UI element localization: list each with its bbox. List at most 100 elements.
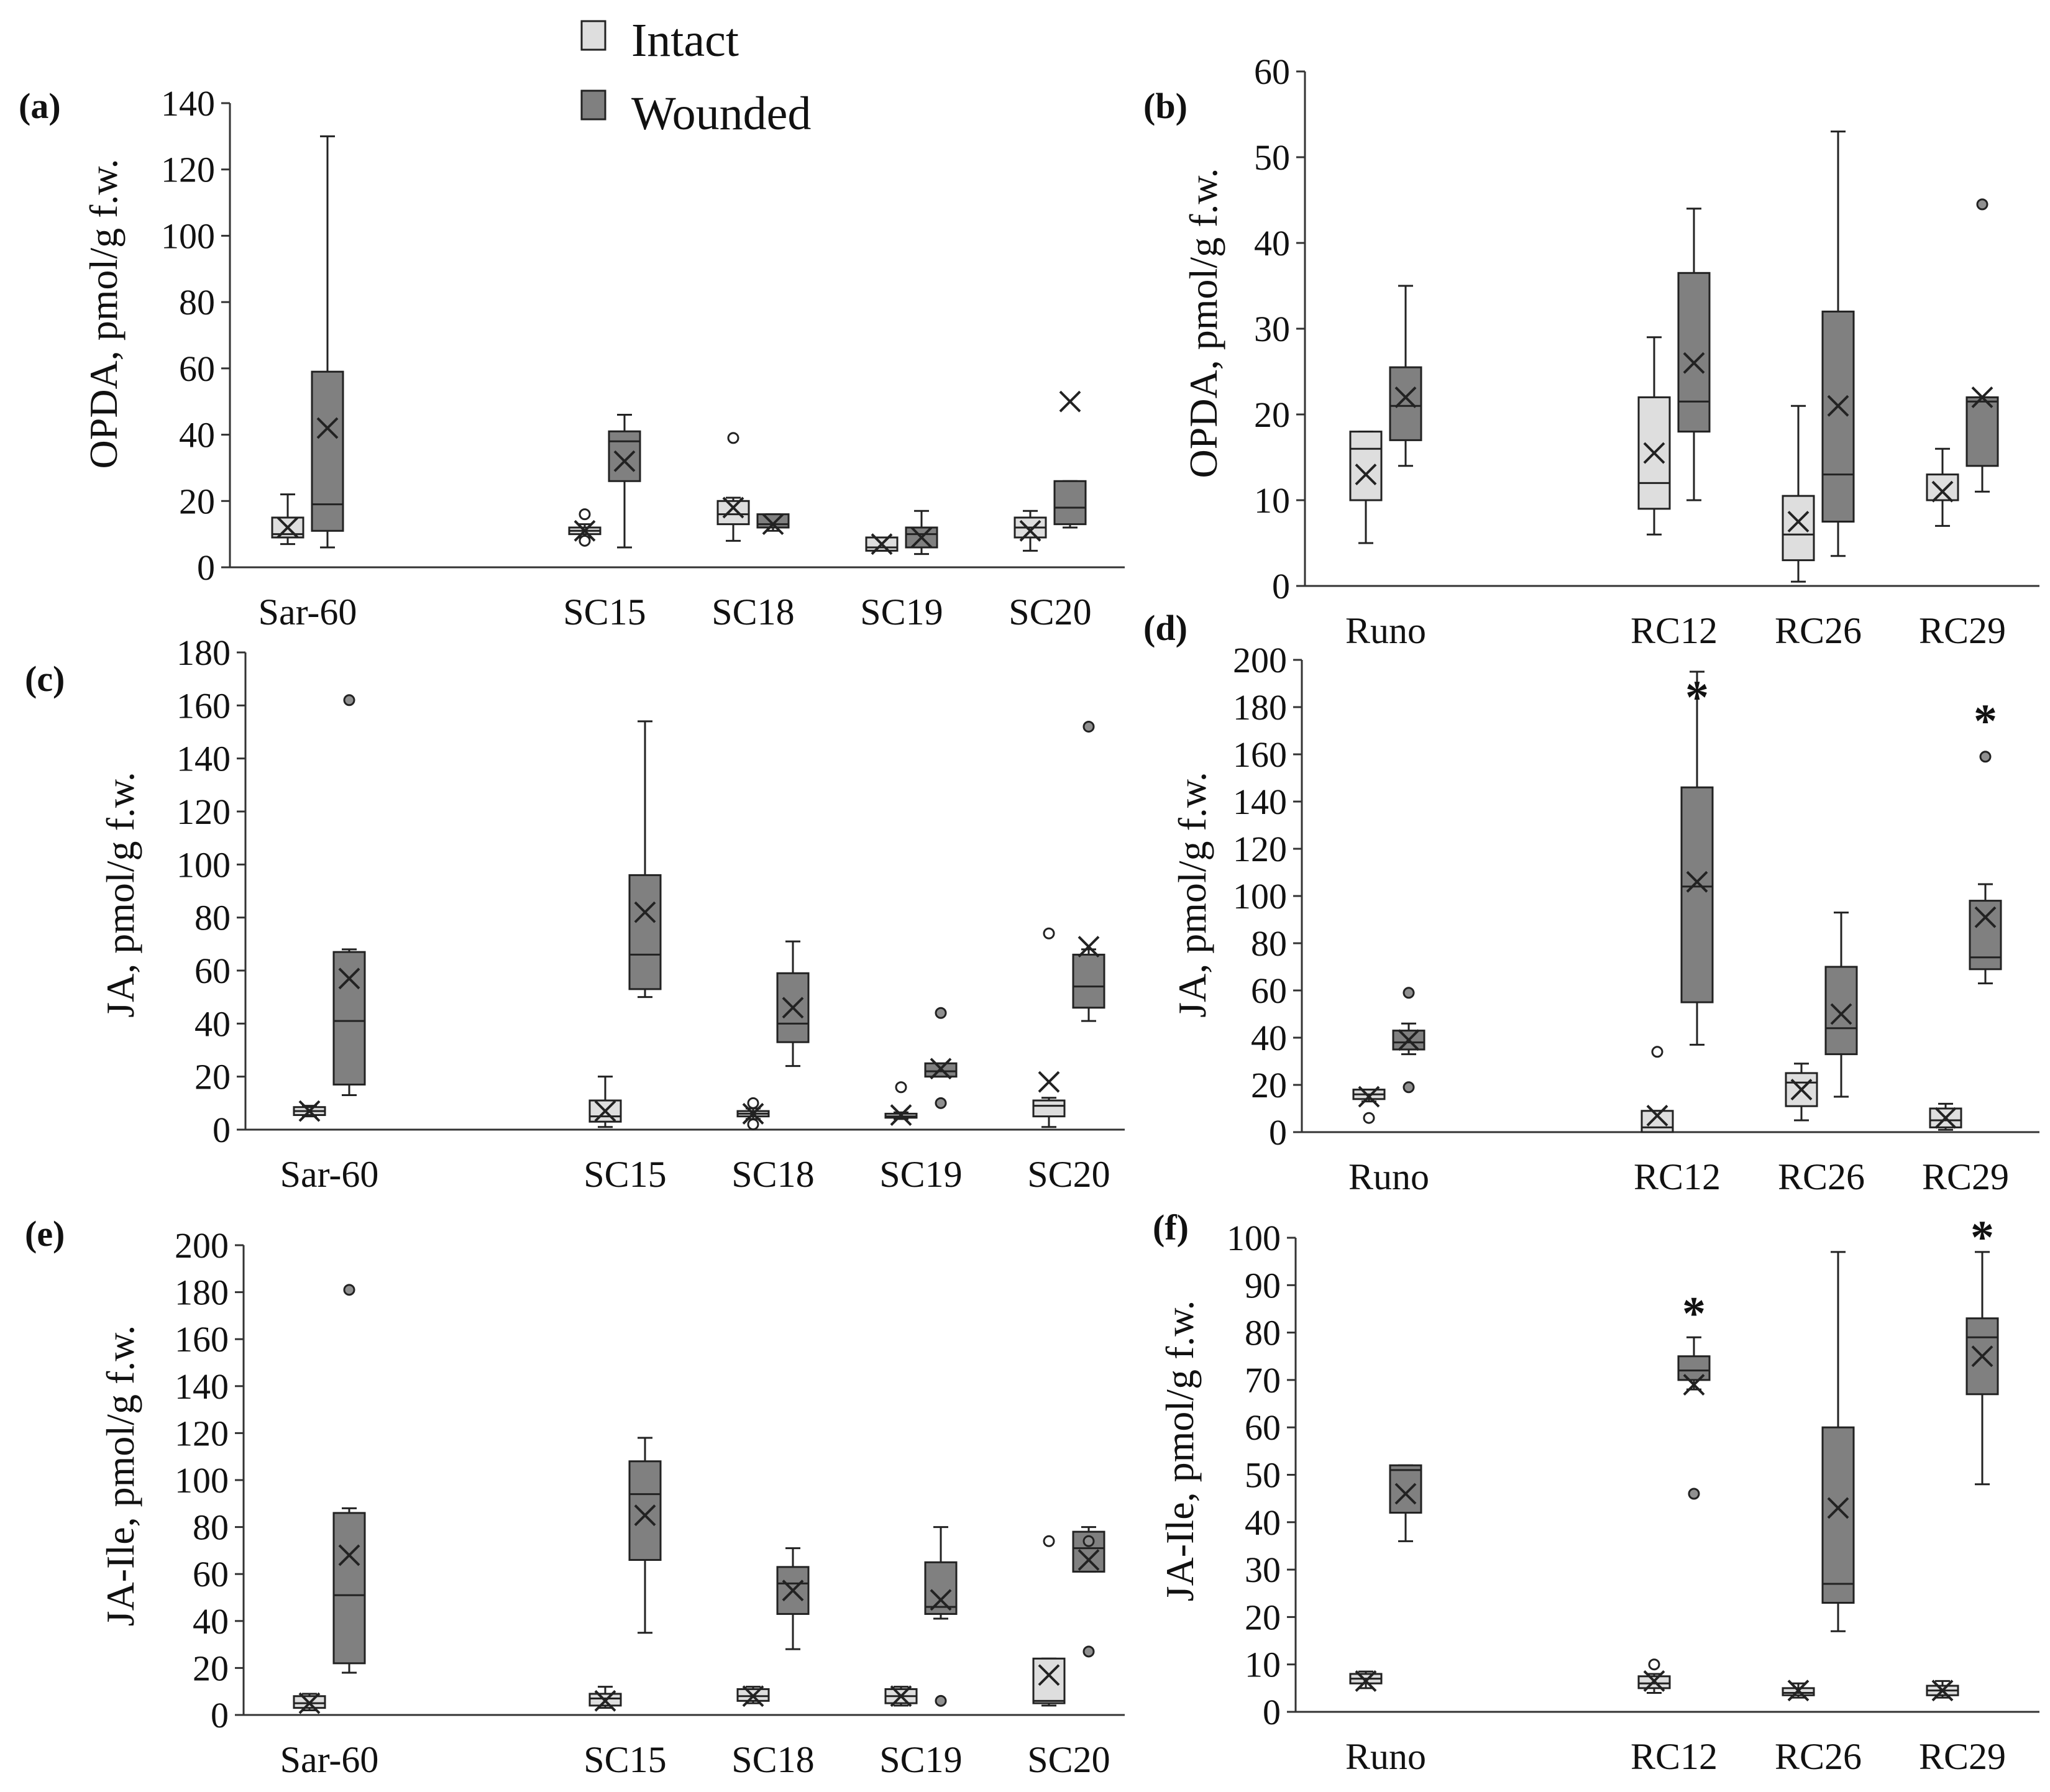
box-wounded bbox=[1072, 720, 1105, 1022]
x-tick-label: Sar-60 bbox=[280, 1739, 379, 1780]
mean-marker bbox=[762, 513, 784, 536]
mean-marker bbox=[1931, 480, 1954, 503]
mean-marker bbox=[1827, 1497, 1849, 1519]
box-wounded bbox=[1965, 1251, 1999, 1486]
x-tick-label: RC29 bbox=[1922, 1156, 2009, 1197]
y-tick-label: 60 bbox=[1245, 1407, 1281, 1448]
box-wounded bbox=[628, 720, 662, 999]
mean-marker bbox=[1078, 1549, 1100, 1571]
box-intact bbox=[293, 1692, 326, 1714]
y-tick-label: 160 bbox=[1233, 734, 1287, 775]
box-iqr bbox=[1072, 953, 1105, 1009]
box-wounded bbox=[1072, 1526, 1105, 1658]
box-wounded bbox=[776, 940, 810, 1067]
box-intact bbox=[716, 432, 750, 542]
mean-marker bbox=[1078, 936, 1100, 958]
outlier-point bbox=[935, 1007, 947, 1019]
x-tick-label: RC29 bbox=[1919, 610, 2006, 651]
mean-marker bbox=[722, 496, 744, 519]
box-wounded bbox=[1677, 208, 1711, 501]
y-axis-label-a: OPDA, pmol/g f.w. bbox=[81, 159, 126, 469]
x-tick-label: Runo bbox=[1348, 1156, 1429, 1197]
box-wounded bbox=[1389, 285, 1422, 467]
x-tick-label: Sar-60 bbox=[280, 1154, 379, 1195]
mean-marker bbox=[1355, 1670, 1377, 1692]
mean-marker bbox=[634, 901, 656, 923]
y-tick-label: 20 bbox=[1245, 1597, 1281, 1637]
y-tick-label: 60 bbox=[1254, 52, 1290, 92]
box-iqr bbox=[1349, 431, 1383, 501]
box-wounded bbox=[1821, 1251, 1855, 1632]
mean-marker bbox=[316, 417, 339, 439]
y-tick-label: 0 bbox=[1263, 1692, 1281, 1732]
y-tick-label: 100 bbox=[175, 1460, 229, 1501]
outlier-point bbox=[1043, 1535, 1055, 1547]
box-intact bbox=[1926, 1680, 1959, 1702]
box-wounded bbox=[332, 694, 366, 1097]
box-wounded bbox=[311, 135, 344, 549]
legend-label-wounded: Wounded bbox=[631, 88, 811, 140]
box-iqr bbox=[1821, 310, 1855, 523]
y-tick-label: 10 bbox=[1245, 1645, 1281, 1685]
mean-marker bbox=[782, 1579, 804, 1602]
y-axis-label-c: JA, pmol/g f.w. bbox=[98, 772, 142, 1018]
mean-marker bbox=[594, 1689, 616, 1712]
box-intact bbox=[884, 1081, 918, 1126]
box-iqr bbox=[1032, 1099, 1066, 1118]
x-tick-label: RC12 bbox=[1634, 1156, 1721, 1197]
box-intact bbox=[1782, 405, 1815, 583]
box-intact bbox=[1349, 431, 1383, 544]
mean-marker bbox=[634, 1504, 656, 1527]
x-tick-label: RC26 bbox=[1775, 1736, 1862, 1777]
y-tick-label: 60 bbox=[1251, 971, 1287, 1011]
x-tick-label: SC20 bbox=[1027, 1154, 1110, 1195]
mean-marker bbox=[1974, 906, 1997, 928]
y-tick-label: 80 bbox=[194, 898, 231, 938]
plot-area-b: 0 10 20 30 40 50 60 Runo RC12 RC26 RC29 bbox=[1254, 52, 2039, 651]
box-iqr bbox=[1389, 366, 1422, 441]
legend: Intact Wounded bbox=[580, 14, 811, 140]
box-wounded bbox=[1965, 198, 1999, 493]
outlier-point bbox=[895, 1081, 907, 1094]
outlier-point bbox=[1082, 1645, 1095, 1658]
y-tick-label: 200 bbox=[175, 1225, 229, 1266]
outlier-point bbox=[343, 694, 355, 706]
y-tick-label: 40 bbox=[1254, 223, 1290, 263]
mean-marker bbox=[574, 519, 596, 542]
y-tick-label: 140 bbox=[1233, 782, 1287, 822]
y-tick-label: 40 bbox=[194, 1003, 231, 1044]
outlier-point bbox=[1082, 720, 1095, 733]
mean-marker bbox=[1394, 386, 1417, 408]
box-wounded bbox=[1821, 130, 1855, 557]
y-tick-label: 140 bbox=[176, 739, 231, 779]
y-tick-label: 180 bbox=[176, 633, 231, 673]
mean-marker bbox=[910, 526, 933, 549]
plot-area-d: 0 20 40 60 80 100 120 140 160 180 200 Runo RC12 RC26 R… bbox=[1233, 640, 2039, 1197]
mean-marker bbox=[1398, 1029, 1420, 1051]
mean-marker bbox=[1683, 1374, 1705, 1396]
box-wounded bbox=[1053, 390, 1087, 529]
mean-marker bbox=[613, 450, 636, 472]
y-axis-label-f: JA-Ile, pmol/g f.w. bbox=[1158, 1301, 1202, 1602]
mean-marker bbox=[1358, 1086, 1380, 1108]
y-tick-label: 20 bbox=[179, 481, 215, 521]
y-tick-label: 20 bbox=[1254, 395, 1290, 435]
outlier-point bbox=[935, 1097, 947, 1109]
y-tick-label: 30 bbox=[1254, 309, 1290, 349]
panel-d: (d) JA, pmol/g f.w. 0 20 40 60 80 100 120 140 16… bbox=[1143, 608, 2039, 1197]
panel-label-f: (f) bbox=[1153, 1207, 1189, 1248]
box-intact bbox=[1929, 1102, 1962, 1131]
mean-marker bbox=[890, 1685, 912, 1707]
box-wounded bbox=[332, 1284, 366, 1674]
box-intact bbox=[293, 1100, 326, 1122]
mean-marker bbox=[1790, 1079, 1813, 1101]
box-intact bbox=[568, 508, 602, 547]
mean-marker bbox=[1643, 442, 1665, 464]
y-tick-label: 120 bbox=[1233, 829, 1287, 869]
box-wounded bbox=[1969, 751, 2002, 985]
y-tick-label: 60 bbox=[194, 951, 231, 991]
mean-marker bbox=[742, 1685, 764, 1707]
y-axis-label-e: JA-Ile, pmol/g f.w. bbox=[98, 1325, 142, 1627]
mean-marker bbox=[1683, 352, 1705, 374]
